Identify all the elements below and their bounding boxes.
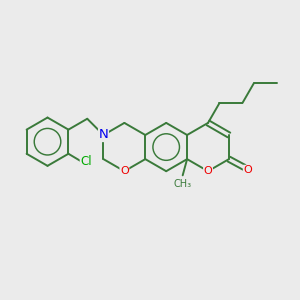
Text: N: N bbox=[99, 128, 108, 142]
Text: O: O bbox=[204, 166, 212, 176]
Text: O: O bbox=[120, 166, 129, 176]
Text: CH₃: CH₃ bbox=[174, 179, 192, 189]
Text: Cl: Cl bbox=[80, 154, 92, 168]
Text: O: O bbox=[243, 165, 252, 175]
